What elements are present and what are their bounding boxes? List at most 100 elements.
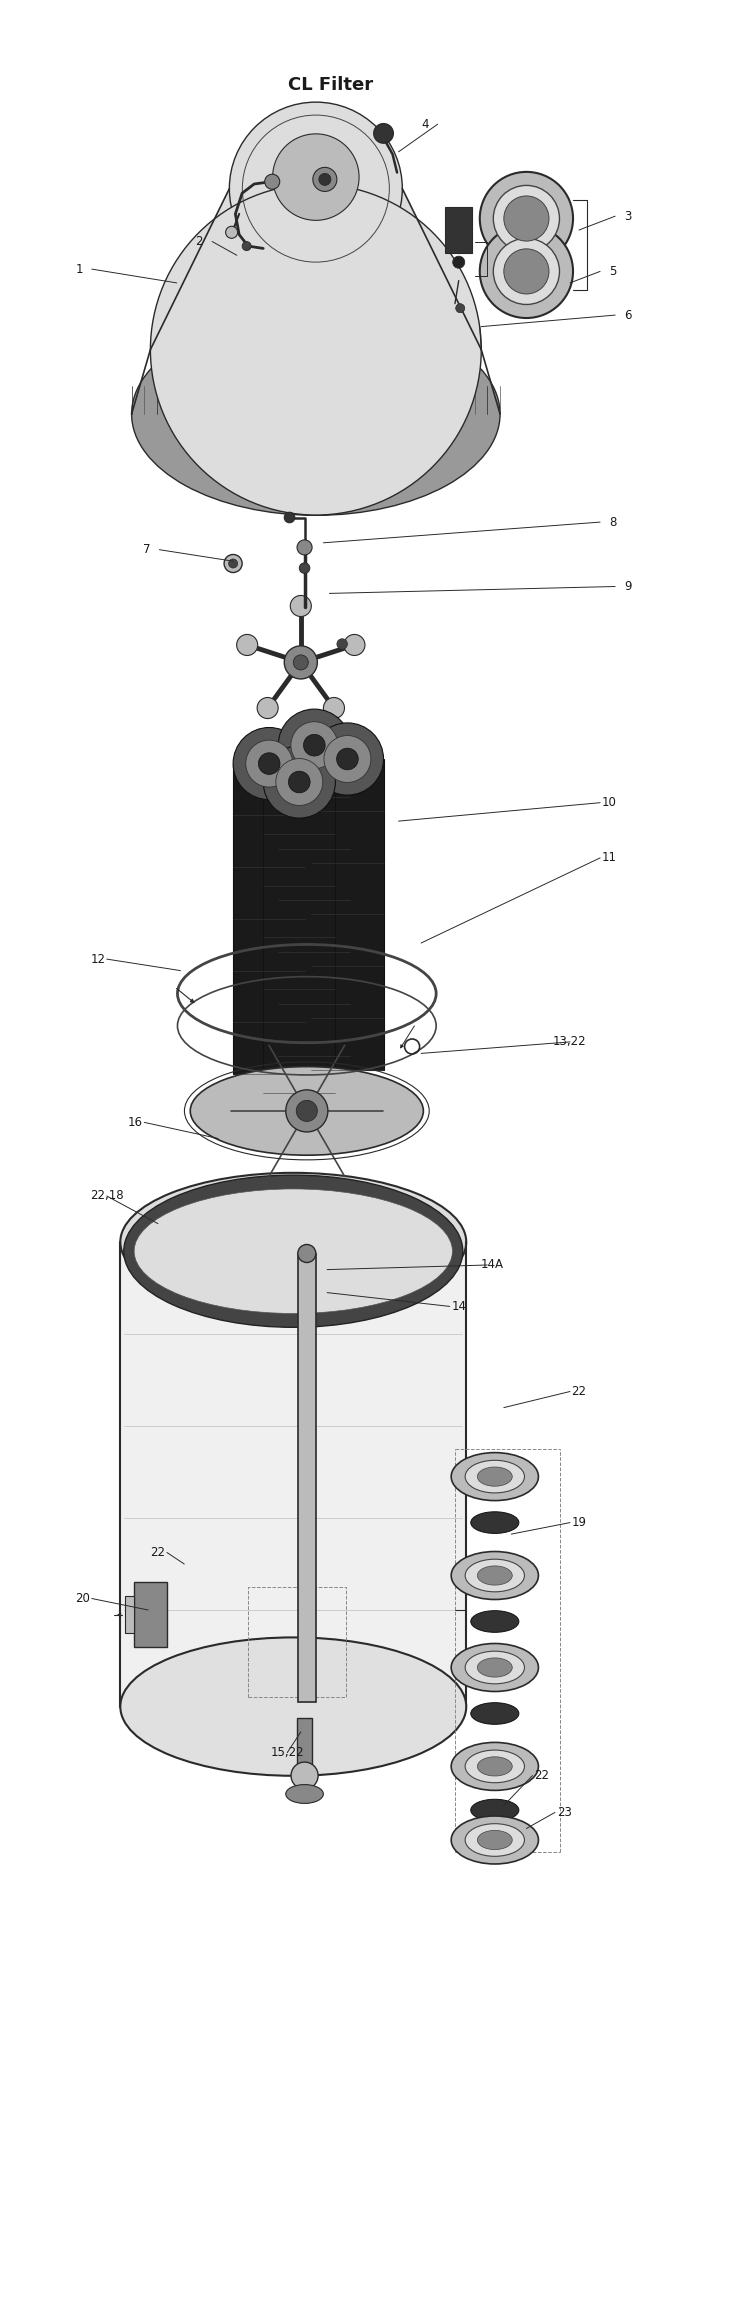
Text: 6: 6 (624, 308, 632, 322)
Ellipse shape (257, 697, 278, 718)
Bar (263, 782, 335, 1092)
Ellipse shape (298, 1244, 316, 1263)
Text: 22: 22 (150, 1546, 165, 1559)
Ellipse shape (290, 596, 311, 616)
Text: 8: 8 (609, 515, 617, 529)
Text: 22: 22 (572, 1385, 587, 1398)
Ellipse shape (493, 239, 559, 304)
Ellipse shape (226, 225, 238, 239)
Text: 2: 2 (196, 235, 203, 248)
Ellipse shape (120, 1638, 466, 1776)
Text: 14A: 14A (481, 1258, 504, 1272)
Text: 15,22: 15,22 (271, 1746, 305, 1760)
Ellipse shape (259, 752, 280, 775)
Ellipse shape (286, 1090, 328, 1132)
Ellipse shape (134, 1189, 453, 1313)
Ellipse shape (478, 1658, 512, 1677)
PathPatch shape (150, 189, 481, 350)
Ellipse shape (480, 172, 573, 264)
Ellipse shape (313, 168, 337, 191)
Ellipse shape (286, 1785, 323, 1803)
Ellipse shape (478, 1831, 512, 1849)
Text: 13,22: 13,22 (553, 1035, 587, 1049)
Ellipse shape (291, 1762, 318, 1789)
Ellipse shape (297, 540, 312, 554)
Ellipse shape (471, 1511, 519, 1534)
Ellipse shape (263, 745, 335, 819)
Ellipse shape (451, 1644, 538, 1690)
Ellipse shape (451, 1817, 538, 1863)
Ellipse shape (478, 1757, 512, 1776)
Ellipse shape (504, 196, 549, 241)
Ellipse shape (504, 248, 549, 294)
Text: 14: 14 (451, 1299, 466, 1313)
Text: 10: 10 (602, 796, 617, 810)
Ellipse shape (451, 1454, 538, 1500)
Ellipse shape (451, 1743, 538, 1789)
Ellipse shape (229, 559, 238, 568)
Ellipse shape (224, 554, 242, 573)
Text: 11: 11 (602, 851, 617, 865)
Ellipse shape (276, 759, 323, 805)
Ellipse shape (471, 1702, 519, 1725)
Text: 12: 12 (90, 952, 105, 966)
Text: 9: 9 (624, 580, 632, 593)
Ellipse shape (471, 1610, 519, 1633)
Ellipse shape (291, 722, 338, 768)
Ellipse shape (132, 313, 500, 515)
Ellipse shape (451, 1552, 538, 1598)
Text: 5: 5 (609, 264, 617, 278)
Ellipse shape (150, 184, 481, 515)
Bar (298, 1254, 316, 1702)
Bar (311, 759, 384, 1070)
Ellipse shape (284, 646, 317, 678)
Ellipse shape (465, 1559, 524, 1592)
Text: 7: 7 (143, 543, 150, 557)
Text: 3: 3 (624, 209, 632, 223)
PathPatch shape (120, 1242, 466, 1707)
Ellipse shape (265, 175, 280, 189)
Ellipse shape (296, 1099, 317, 1122)
Text: 16: 16 (128, 1116, 143, 1129)
Text: 20: 20 (75, 1592, 90, 1605)
Ellipse shape (272, 133, 359, 221)
Ellipse shape (453, 255, 465, 269)
Ellipse shape (284, 513, 295, 522)
Text: 4: 4 (421, 117, 429, 131)
Ellipse shape (471, 1799, 519, 1822)
Bar (278, 745, 350, 1056)
Ellipse shape (293, 656, 308, 669)
Text: 23: 23 (556, 1806, 572, 1819)
Bar (233, 764, 305, 1074)
Ellipse shape (242, 242, 251, 251)
Ellipse shape (344, 635, 365, 656)
Ellipse shape (278, 708, 350, 782)
Ellipse shape (374, 124, 393, 143)
Ellipse shape (233, 727, 305, 800)
Ellipse shape (289, 770, 310, 793)
Ellipse shape (493, 186, 559, 251)
Ellipse shape (120, 1173, 466, 1311)
Ellipse shape (480, 225, 573, 317)
Ellipse shape (337, 748, 358, 770)
Ellipse shape (124, 1175, 462, 1327)
Bar (125, 1596, 134, 1633)
Ellipse shape (323, 697, 344, 718)
Bar (297, 1718, 312, 1776)
Text: 22: 22 (534, 1769, 549, 1782)
Ellipse shape (237, 635, 258, 656)
Text: CL Filter: CL Filter (288, 76, 374, 94)
Ellipse shape (465, 1651, 524, 1684)
Ellipse shape (299, 564, 310, 573)
Text: 22,18: 22,18 (90, 1189, 124, 1203)
Text: 19: 19 (572, 1516, 587, 1530)
Bar (445, 207, 472, 253)
Ellipse shape (190, 1067, 423, 1155)
Ellipse shape (456, 304, 465, 313)
Text: 1: 1 (75, 262, 83, 276)
Ellipse shape (465, 1824, 524, 1856)
Ellipse shape (311, 722, 384, 796)
Ellipse shape (478, 1467, 512, 1486)
Ellipse shape (324, 736, 371, 782)
Ellipse shape (229, 101, 402, 276)
